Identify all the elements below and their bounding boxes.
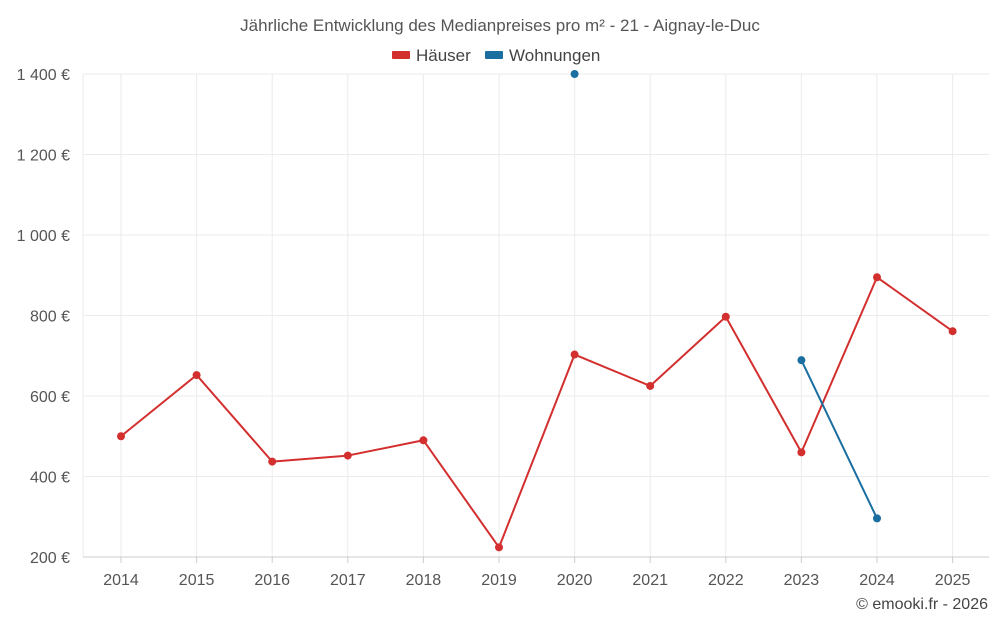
data-point-hauser-2018[interactable] bbox=[419, 436, 428, 445]
y-tick-label: 200 € bbox=[30, 550, 70, 567]
series-line-segment-hauser bbox=[346, 439, 425, 457]
series-line-segment-hauser bbox=[422, 439, 500, 549]
chart-title: Jährliche Entwicklung des Medianpreises … bbox=[240, 16, 760, 35]
data-point-hauser-2020[interactable] bbox=[570, 350, 579, 359]
legend-swatch-hauser bbox=[392, 51, 410, 59]
x-tick-label: 2021 bbox=[632, 572, 668, 589]
data-point-hauser-2023[interactable] bbox=[797, 448, 806, 457]
legend-label-hauser: Häuser bbox=[416, 46, 471, 65]
data-point-hauser-2015[interactable] bbox=[192, 371, 201, 380]
y-tick-label: 400 € bbox=[30, 470, 70, 487]
data-point-wohnungen-2023[interactable] bbox=[797, 356, 806, 365]
y-tick-label: 1 200 € bbox=[17, 148, 70, 165]
x-tick-label: 2023 bbox=[784, 572, 820, 589]
x-tick-label: 2017 bbox=[330, 572, 366, 589]
y-tick-label: 1 400 € bbox=[17, 67, 70, 84]
series-line-segment-hauser bbox=[876, 276, 954, 333]
data-point-hauser-2022[interactable] bbox=[721, 312, 730, 321]
x-tick-label: 2014 bbox=[103, 572, 139, 589]
y-axis: 200 € 400 € 600 € 800 € 1 000 € 1 200 € 1 400 … bbox=[17, 67, 84, 567]
series-line-segment-hauser bbox=[195, 374, 274, 463]
legend-item-hauser[interactable]: Häuser bbox=[392, 46, 471, 65]
legend: Häuser Wohnungen bbox=[392, 46, 600, 65]
data-point-hauser-2017[interactable] bbox=[343, 451, 352, 460]
series-line-segment-hauser bbox=[573, 353, 652, 387]
x-tick-label: 2015 bbox=[179, 572, 215, 589]
x-tick-label: 2025 bbox=[935, 572, 971, 589]
data-point-wohnungen-2024[interactable] bbox=[873, 514, 881, 523]
series-line-segment-hauser bbox=[498, 353, 576, 549]
y-tick-label: 1 000 € bbox=[17, 228, 70, 245]
data-point-hauser-2016[interactable] bbox=[268, 457, 277, 466]
x-tick-label: 2016 bbox=[254, 572, 290, 589]
data-point-hauser-2021[interactable] bbox=[646, 381, 655, 390]
legend-item-wohnungen[interactable]: Wohnungen bbox=[485, 46, 600, 65]
legend-swatch-wohnungen bbox=[485, 51, 503, 59]
data-point-hauser-2024[interactable] bbox=[873, 273, 881, 282]
y-tick-label: 800 € bbox=[30, 309, 70, 326]
data-point-hauser-2025[interactable] bbox=[948, 327, 957, 336]
series-line-segment-hauser bbox=[649, 315, 727, 387]
credit-text: © emooki.fr - 2026 bbox=[856, 596, 988, 613]
series-line-segment-hauser bbox=[271, 454, 349, 463]
series-line-segment-hauser bbox=[800, 276, 878, 454]
data-point-hauser-2019[interactable] bbox=[495, 543, 503, 552]
grid bbox=[83, 73, 989, 557]
series-line-segment-wohnungen bbox=[800, 359, 878, 520]
series-layer bbox=[117, 70, 957, 552]
x-tick-label: 2024 bbox=[859, 572, 895, 589]
series-line-segment-hauser bbox=[724, 315, 803, 454]
data-point-wohnungen-2020[interactable] bbox=[570, 70, 579, 78]
x-tick-label: 2019 bbox=[481, 572, 517, 589]
x-tick-label: 2022 bbox=[708, 572, 744, 589]
legend-label-wohnungen: Wohnungen bbox=[509, 46, 600, 65]
x-axis: 2014 2015 2016 2017 2018 2019 2020 2021 2022 2023… bbox=[83, 556, 989, 589]
data-point-hauser-2014[interactable] bbox=[117, 432, 125, 441]
y-tick-label: 600 € bbox=[30, 389, 70, 406]
series-line-segment-hauser bbox=[120, 374, 198, 438]
x-tick-label: 2018 bbox=[406, 572, 442, 589]
x-tick-label: 2020 bbox=[557, 572, 593, 589]
